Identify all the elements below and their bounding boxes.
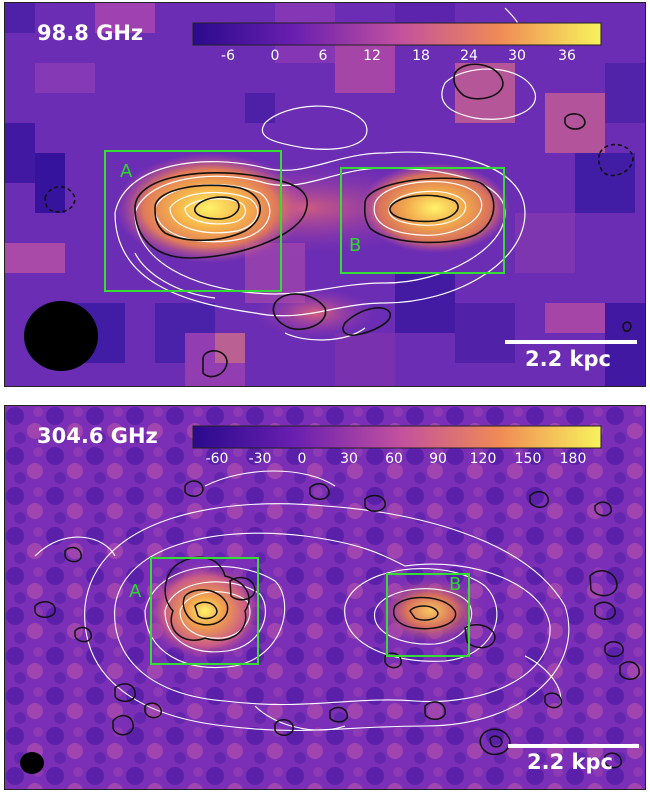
beam-ellipse bbox=[20, 752, 44, 774]
pixel-noise bbox=[5, 3, 645, 386]
colorbar-tick: 120 bbox=[469, 451, 497, 467]
scale-bar-label: 2.2 kpc bbox=[527, 750, 613, 774]
colorbar-tick: 0 bbox=[270, 48, 280, 64]
colorbar-tick: 90 bbox=[429, 451, 447, 467]
colorbar-tick: 60 bbox=[385, 451, 403, 467]
colorbar-tick: 12 bbox=[363, 48, 381, 64]
colorbar-tick: -6 bbox=[221, 48, 235, 64]
region-label-b: B bbox=[349, 235, 362, 256]
map-304-6-ghz bbox=[5, 406, 645, 789]
colorbar-tick: -60 bbox=[205, 451, 229, 467]
region-box-b bbox=[340, 167, 505, 274]
region-label-a: A bbox=[129, 581, 142, 602]
colorbar-tick: 18 bbox=[412, 48, 430, 64]
scale-bar-label: 2.2 kpc bbox=[525, 347, 611, 371]
region-box-a bbox=[104, 150, 282, 292]
region-box-b bbox=[386, 573, 470, 657]
region-label-b: B bbox=[449, 574, 462, 595]
frequency-label: 304.6 GHz bbox=[37, 424, 158, 448]
panel-98-8-ghz: 98.8 GHz -6 0 6 12 18 24 30 36 A B 2.2 k… bbox=[4, 2, 646, 387]
colorbar-tick: -30 bbox=[248, 451, 272, 467]
map-background bbox=[5, 406, 645, 789]
white-contours bbox=[114, 7, 536, 341]
colorbar bbox=[192, 425, 602, 449]
frequency-label: 98.8 GHz bbox=[37, 21, 144, 45]
colorbar-tick: 24 bbox=[460, 48, 478, 64]
colorbar-tick: 30 bbox=[508, 48, 526, 64]
colorbar bbox=[192, 22, 602, 46]
colorbar-tick: 30 bbox=[340, 451, 358, 467]
panel-304-6-ghz: 304.6 GHz -60 -30 0 30 60 90 120 150 180… bbox=[4, 405, 646, 790]
colorbar-tick: 36 bbox=[558, 48, 576, 64]
region-label-a: A bbox=[120, 161, 133, 182]
colorbar-tick: 180 bbox=[559, 451, 587, 467]
colorbar-tick: 150 bbox=[514, 451, 542, 467]
black-contours bbox=[34, 480, 640, 769]
beam-ellipse bbox=[24, 301, 98, 371]
region-box-a bbox=[150, 557, 259, 665]
black-contours bbox=[44, 63, 634, 378]
colorbar-tick: 0 bbox=[297, 451, 307, 467]
map-98-8-ghz bbox=[5, 3, 645, 386]
colorbar-tick: 6 bbox=[318, 48, 328, 64]
